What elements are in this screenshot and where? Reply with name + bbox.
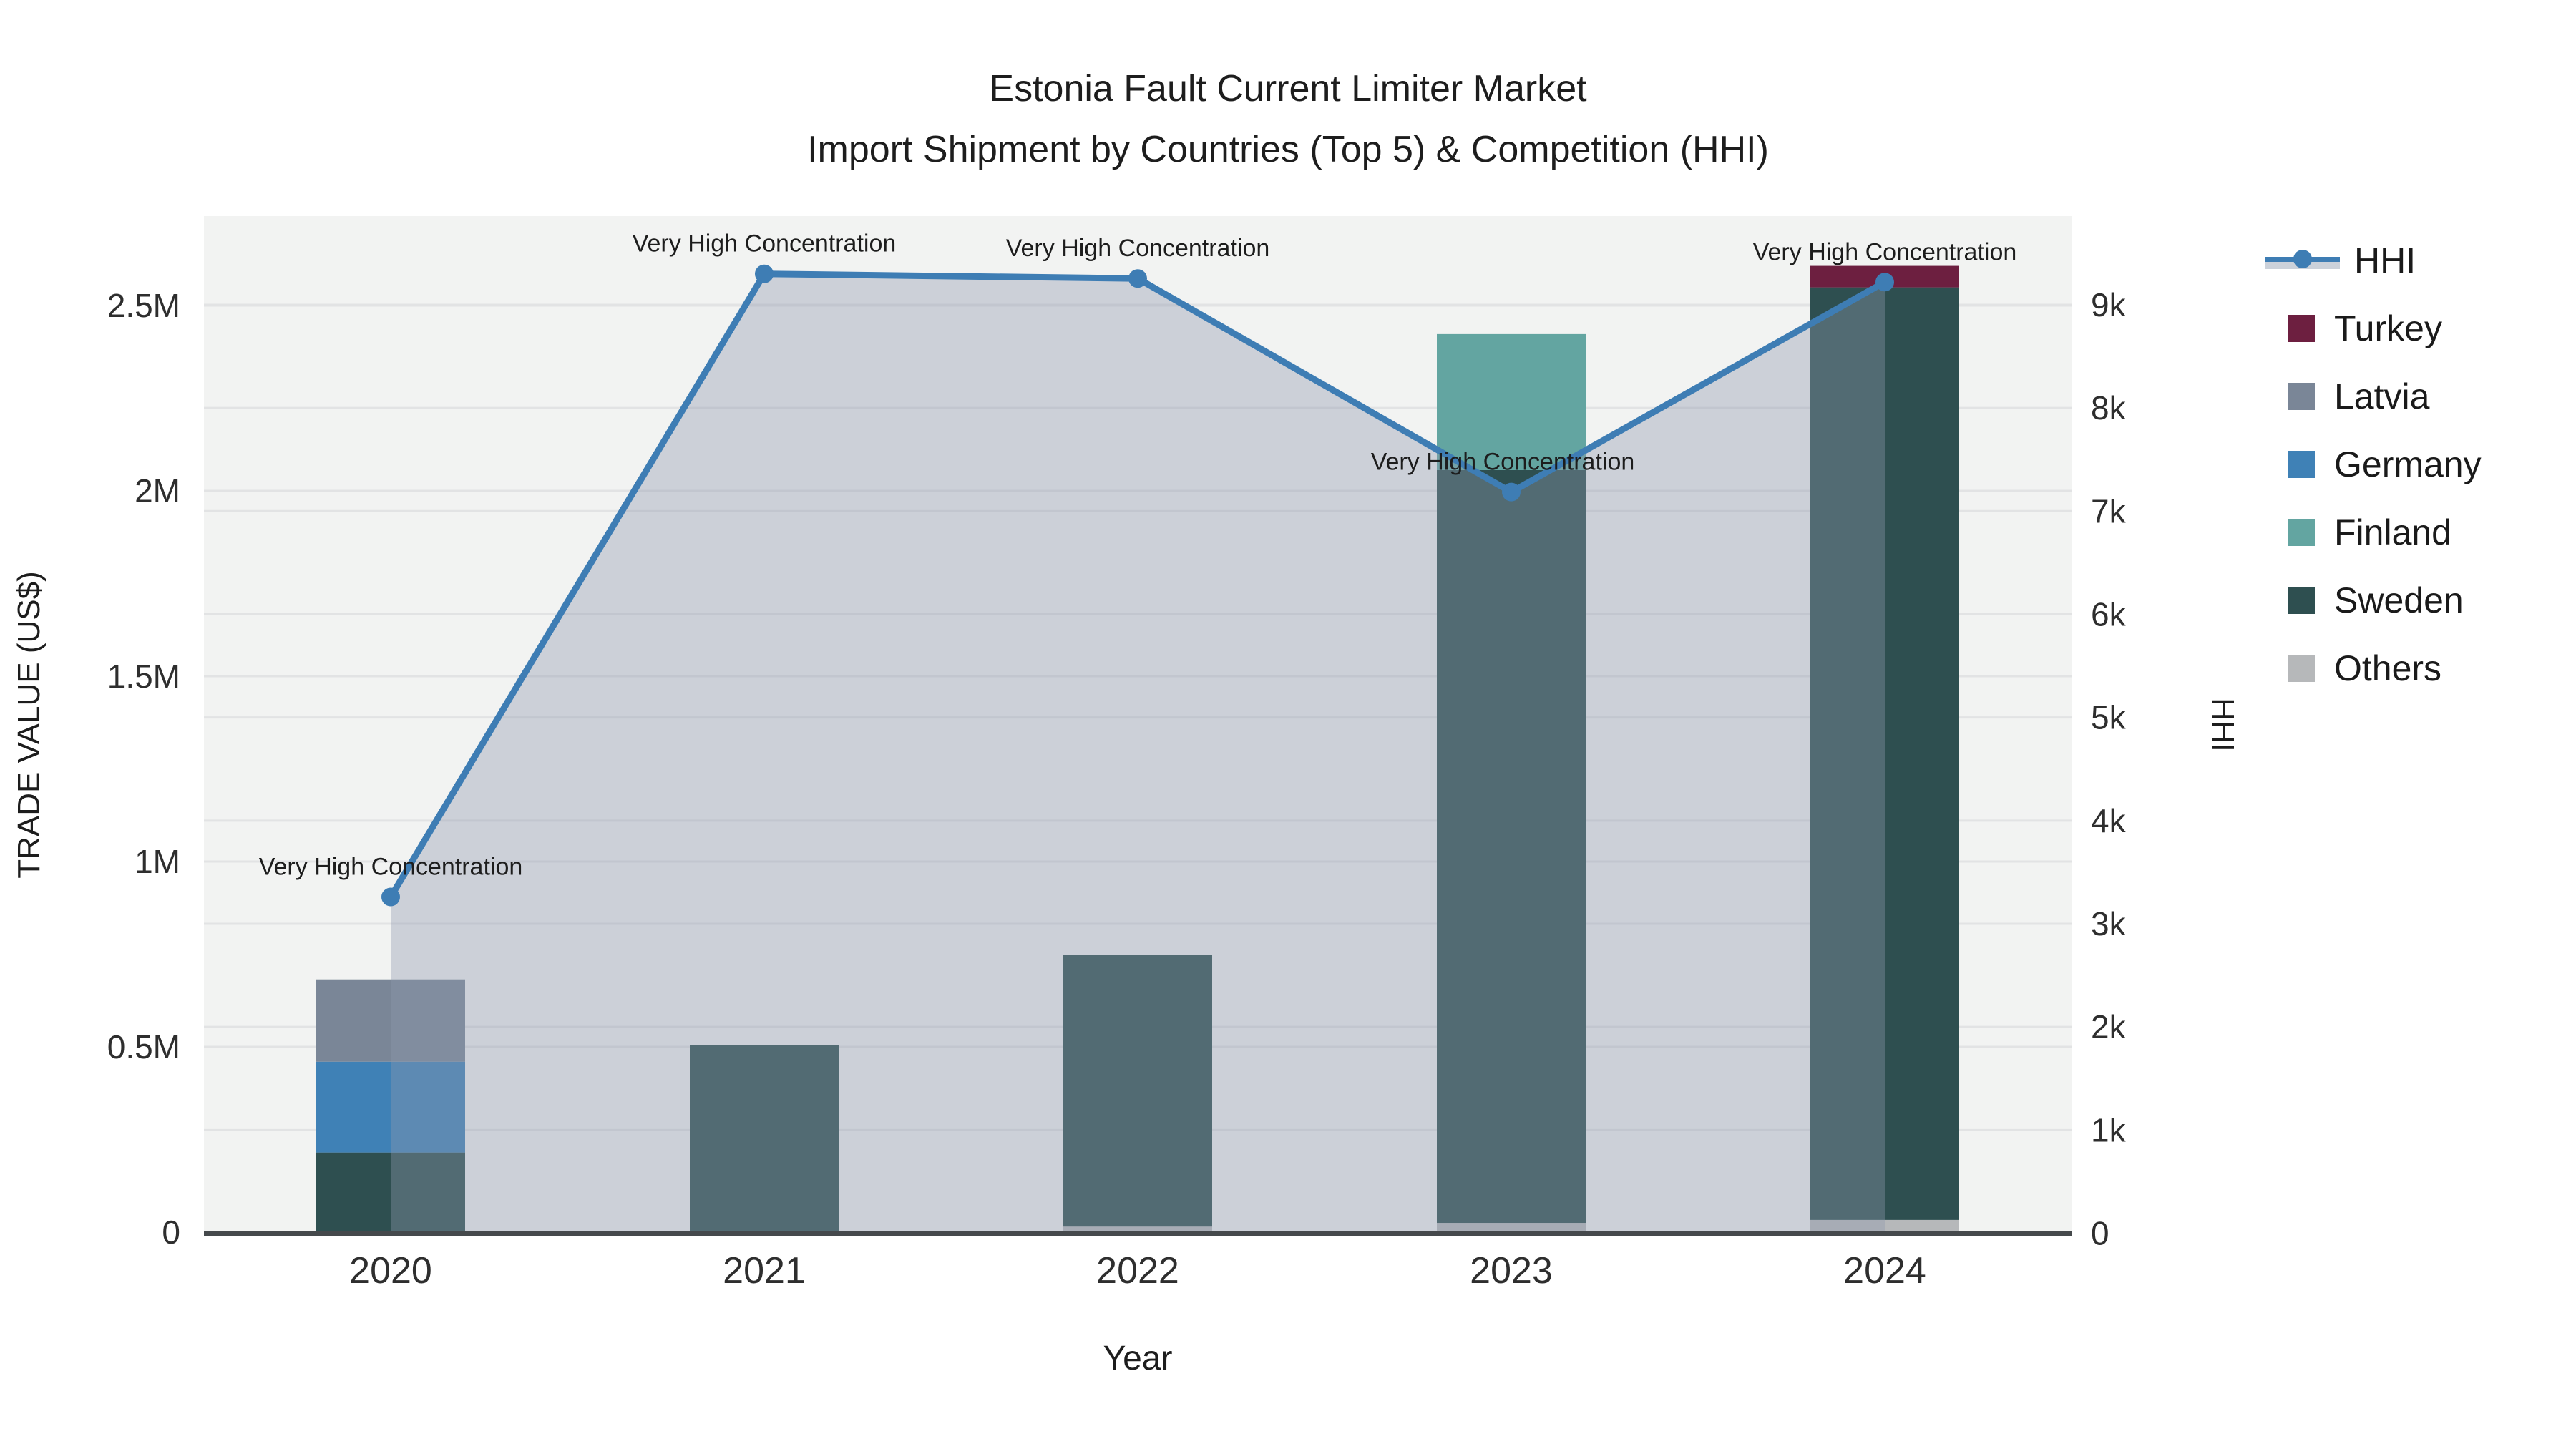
annotation-2021: Very High Concentration [633,230,897,258]
bar-segment-others-2022[interactable] [1063,1226,1212,1232]
legend-label: Germany [2334,444,2482,484]
bar-segment-others-2023[interactable] [1437,1223,1586,1232]
y-left-tick-1M: 1M [135,843,180,880]
hhi-line-icon [2265,246,2340,275]
y-right-tick-8k: 8k [2091,389,2127,426]
legend-swatch-icon [2288,382,2315,410]
bar-segment-latvia-2020[interactable] [316,979,465,1062]
y-right-tick-9k: 9k [2091,286,2127,323]
bar-segment-sweden-2021[interactable] [690,1045,839,1232]
legend-item-others[interactable]: Others [2254,634,2569,702]
legend-label: HHI [2354,240,2416,280]
y-right-axis-title: HHI [2205,698,2240,752]
legend-swatch-icon [2288,586,2315,614]
hhi-marker-2021[interactable] [755,264,774,283]
legend-item-turkey[interactable]: Turkey [2254,294,2569,362]
y-left-axis-title: TRADE VALUE (US$) [11,571,47,879]
hhi-marker-2020[interactable] [381,887,400,907]
annotation-2022: Very High Concentration [1006,235,1270,262]
legend: HHI Turkey Latvia Germany Finland Sweden Other… [2254,226,2569,702]
y-right-tick-1k: 1k [2091,1111,2127,1148]
hhi-area [391,273,1885,1234]
legend-item-germany[interactable]: Germany [2254,430,2569,498]
legend-swatch-icon [2288,314,2315,342]
y-right-tick-5k: 5k [2091,699,2127,736]
y-left-tick-1.5M: 1.5M [107,658,180,695]
x-tick-2023: 2023 [1470,1250,1553,1292]
y-left-tick-2.5M: 2.5M [107,287,180,324]
legend-label: Others [2334,648,2442,688]
y-left-tick-0.5M: 0.5M [107,1028,180,1065]
y-right-tick-7k: 7k [2091,492,2127,530]
chart-title: Estonia Fault Current Limiter Market [989,68,1587,109]
legend-item-latvia[interactable]: Latvia [2254,362,2569,430]
legend-label: Latvia [2334,376,2430,416]
bar-segment-others-2024[interactable] [1810,1219,1959,1232]
bar-segment-sweden-2020[interactable] [316,1152,465,1232]
bar-segment-sweden-2023[interactable] [1437,469,1586,1224]
x-tick-2024: 2024 [1843,1250,1926,1292]
legend-label: Turkey [2334,308,2442,348]
x-tick-2021: 2021 [723,1250,806,1292]
legend-swatch-icon [2288,450,2315,478]
y-right-tick-3k: 3k [2091,905,2127,942]
title-block: Estonia Fault Current Limiter Market Imp… [0,70,2576,168]
bar-segment-sweden-2024[interactable] [1810,287,1959,1220]
legend-item-sweden[interactable]: Sweden [2254,566,2569,634]
y-left-tick-2M: 2M [135,472,180,509]
hhi-marker-2024[interactable] [1875,273,1894,292]
annotation-2023: Very High Concentration [1371,449,1635,476]
x-tick-2020: 2020 [349,1250,432,1292]
y-right-tick-0: 0 [2091,1215,2109,1252]
y-left-tick-0: 0 [162,1214,180,1251]
bar-segment-sweden-2022[interactable] [1063,955,1212,1227]
y-right-tick-2k: 2k [2091,1008,2127,1045]
x-axis-title: Year [1103,1340,1173,1377]
x-tick-2022: 2022 [1096,1250,1179,1292]
y-right-tick-4k: 4k [2091,802,2127,839]
bar-segment-germany-2020[interactable] [316,1061,465,1153]
legend-swatch-icon [2288,518,2315,546]
legend-item-finland[interactable]: Finland [2254,498,2569,566]
hhi-marker-2022[interactable] [1128,269,1147,288]
chart-subtitle: Import Shipment by Countries (Top 5) & C… [807,129,1769,170]
legend-label: Sweden [2334,580,2464,620]
hhi-marker-2023[interactable] [1502,482,1521,502]
annotation-2024: Very High Concentration [1753,238,2017,265]
bar-segment-finland-2023[interactable] [1437,333,1586,470]
legend-label: Finland [2334,512,2451,552]
annotation-2020: Very High Concentration [259,854,523,881]
legend-swatch-icon [2288,654,2315,682]
legend-item-hhi[interactable]: HHI [2254,226,2569,294]
y-right-tick-6k: 6k [2091,595,2127,633]
